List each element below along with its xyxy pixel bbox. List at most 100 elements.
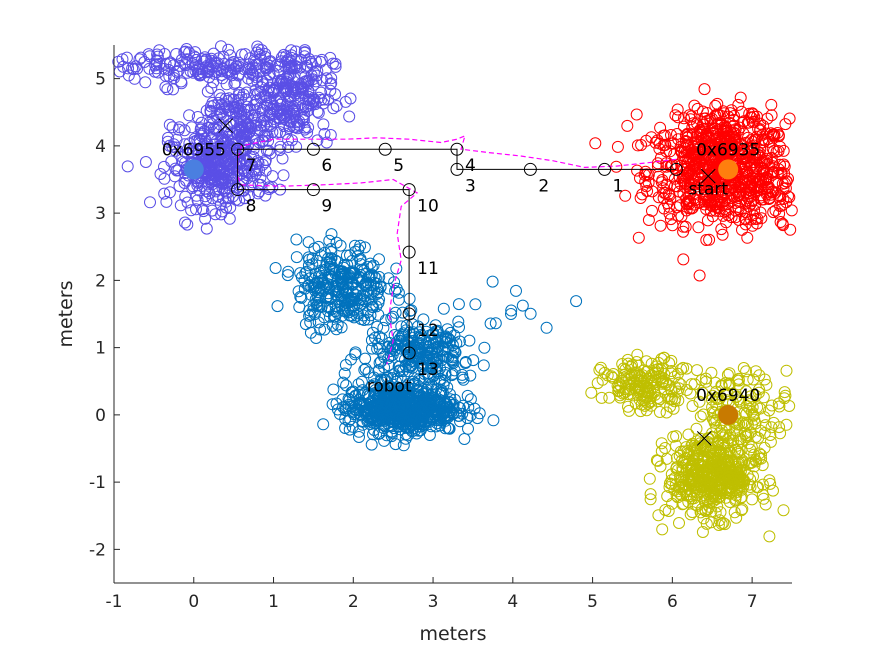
particle-point xyxy=(743,398,756,410)
particle-point xyxy=(263,68,276,80)
x-tick-label: -1 xyxy=(106,592,123,612)
particle-point xyxy=(725,434,738,447)
particle-point xyxy=(778,160,791,173)
particle-point xyxy=(652,509,665,522)
particle-point xyxy=(408,377,421,390)
particle-point xyxy=(720,469,733,481)
particle-point xyxy=(655,352,668,365)
particle-point xyxy=(159,81,172,93)
particle-point xyxy=(287,86,300,99)
particle-point xyxy=(324,78,337,91)
particle-point xyxy=(302,251,315,264)
particle-point xyxy=(296,87,309,100)
particle-point xyxy=(700,517,713,530)
particle-point xyxy=(172,123,185,136)
particle-point xyxy=(715,223,728,236)
particle-point xyxy=(291,116,304,129)
particle-point xyxy=(705,457,718,470)
particle-point xyxy=(736,145,749,158)
particle-point xyxy=(343,423,356,436)
particle-point xyxy=(186,182,199,194)
particle-point xyxy=(330,397,343,410)
particle-point xyxy=(684,508,697,521)
particle-point xyxy=(229,101,242,114)
particle-point xyxy=(316,274,329,287)
particle-point xyxy=(167,69,180,82)
particle-point xyxy=(325,228,338,241)
particle-point xyxy=(477,359,490,372)
particle-point xyxy=(289,59,302,72)
particle-point xyxy=(217,144,230,157)
particle-point xyxy=(259,62,272,75)
particle-point xyxy=(631,373,644,386)
particle-point xyxy=(199,212,212,225)
particle-point xyxy=(359,362,372,375)
particle-point xyxy=(199,54,212,66)
particle-point xyxy=(144,196,156,209)
particle-point xyxy=(393,385,406,398)
particle-point xyxy=(383,405,396,417)
particle-point xyxy=(304,316,317,329)
particle-point xyxy=(691,486,704,499)
particle-point xyxy=(679,220,692,233)
particle-point xyxy=(733,447,746,460)
particle-point xyxy=(276,152,289,165)
particle-point xyxy=(784,223,797,236)
particle-point xyxy=(641,374,653,387)
particle-point xyxy=(707,148,720,161)
particle-point xyxy=(403,353,416,365)
particle-point xyxy=(653,142,666,155)
particle-point xyxy=(749,198,762,211)
particle-point xyxy=(690,158,703,171)
particle-point xyxy=(686,400,699,412)
waypoint-label: 10 xyxy=(417,197,439,217)
particle-point xyxy=(458,433,471,445)
particle-point xyxy=(662,169,675,182)
particle-point xyxy=(487,414,500,427)
particle-point xyxy=(745,179,758,192)
particle-point xyxy=(200,185,213,198)
particle-point xyxy=(311,134,324,147)
waypoint-label: 13 xyxy=(417,360,439,380)
particle-point xyxy=(294,290,307,303)
anchor-marker xyxy=(718,404,739,425)
particle-point xyxy=(373,271,386,283)
particle-point xyxy=(338,367,351,380)
particle-point xyxy=(714,484,727,497)
waypoint-marker xyxy=(402,307,416,321)
particle-point xyxy=(631,164,644,177)
particle-point xyxy=(389,285,402,297)
particle-point xyxy=(619,189,632,202)
particle-point xyxy=(205,82,218,94)
particle-point xyxy=(690,481,702,494)
particle-point xyxy=(777,144,790,157)
particle-point xyxy=(631,368,644,381)
particle-point xyxy=(700,375,713,388)
particle-point xyxy=(315,53,328,66)
particle-point xyxy=(371,282,384,295)
particle-point xyxy=(650,454,663,467)
particle-point xyxy=(716,424,728,437)
particle-point xyxy=(400,319,413,332)
particle-point xyxy=(238,63,251,76)
particle-point xyxy=(660,160,673,173)
particle-point xyxy=(732,98,745,111)
particle-point xyxy=(425,344,438,356)
particle-point xyxy=(200,104,213,117)
particle-point xyxy=(406,355,419,367)
particle-point xyxy=(199,193,212,206)
particle-point xyxy=(717,431,730,444)
particle-point xyxy=(367,279,380,292)
particle-point xyxy=(763,474,776,487)
planned-path-line xyxy=(237,148,677,353)
waypoint-label: 2 xyxy=(538,176,549,196)
particle-point xyxy=(374,373,387,386)
particle-point xyxy=(452,315,465,328)
particle-point xyxy=(442,422,455,434)
particle-point xyxy=(206,204,218,217)
particle-point xyxy=(260,120,273,133)
particle-point xyxy=(689,442,702,455)
particle-point xyxy=(767,484,779,497)
particle-point xyxy=(758,373,771,386)
particle-point xyxy=(462,401,475,414)
